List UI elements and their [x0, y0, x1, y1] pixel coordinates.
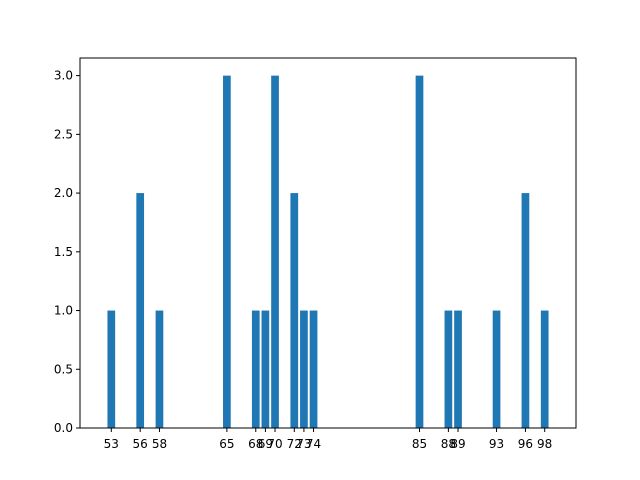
x-tick-label: 88 — [441, 437, 456, 451]
y-tick-label: 2.0 — [54, 186, 73, 200]
bar-70 — [271, 75, 279, 428]
bar-89 — [454, 310, 462, 428]
y-tick-label: 3.0 — [54, 69, 73, 83]
y-tick-label: 2.5 — [54, 127, 73, 141]
bar-73 — [300, 310, 308, 428]
y-tick-label: 1.5 — [54, 245, 73, 259]
bar-93 — [492, 310, 501, 428]
x-tick-label: 85 — [412, 437, 427, 451]
bars-group — [107, 75, 549, 428]
bar-58 — [155, 310, 164, 428]
x-tick-label: 65 — [219, 437, 234, 451]
x-tick-label: 53 — [104, 437, 119, 451]
x-tick-label: 98 — [537, 437, 552, 451]
x-tick-label: 72 — [287, 437, 302, 451]
bar-98 — [540, 310, 549, 428]
bar-53 — [107, 310, 116, 428]
bar-56 — [136, 193, 145, 428]
y-axis-ticks: 0.0 0.5 1.0 1.5 2.0 2.5 3.0 — [54, 69, 80, 435]
bar-69 — [261, 310, 270, 428]
bar-96 — [521, 193, 530, 428]
x-tick-label: 74 — [306, 437, 321, 451]
y-tick-label: 1.0 — [54, 304, 73, 318]
x-tick-label: 56 — [133, 437, 148, 451]
bar-74 — [309, 310, 318, 428]
x-tick-label: 73 — [296, 437, 311, 451]
bar-85 — [415, 75, 424, 428]
y-tick-label: 0.0 — [54, 421, 73, 435]
bar-65 — [223, 75, 231, 428]
x-tick-label: 69 — [258, 437, 273, 451]
y-tick-label: 0.5 — [54, 362, 73, 376]
x-tick-label: 96 — [518, 437, 533, 451]
bar-68 — [251, 310, 260, 428]
x-tick-label: 89 — [450, 437, 465, 451]
x-tick-label: 58 — [152, 437, 167, 451]
x-tick-label: 68 — [248, 437, 263, 451]
bar-72 — [290, 193, 299, 428]
plot-frame — [79, 57, 577, 429]
x-tick-label: 70 — [267, 437, 282, 451]
bar-88 — [444, 310, 453, 428]
x-tick-label: 93 — [489, 437, 504, 451]
